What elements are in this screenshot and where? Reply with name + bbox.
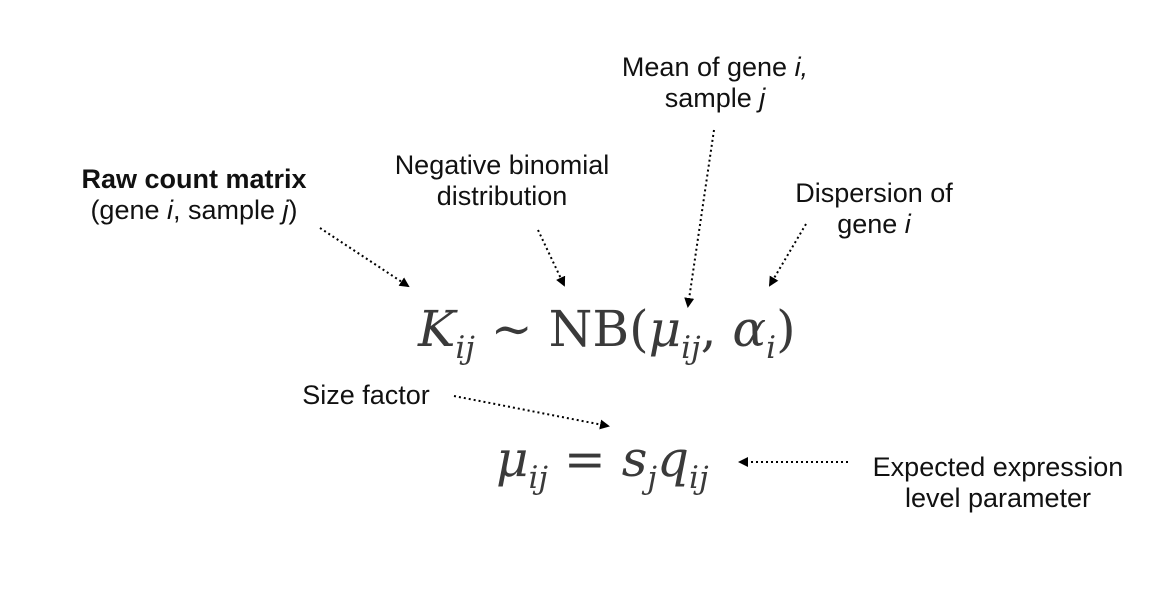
equals-symbol: = [548, 430, 622, 488]
mean-label: Mean of gene i, sample j [621, 52, 809, 113]
k-symbol: K [418, 300, 456, 358]
s-subscript: j [647, 459, 658, 496]
nb-symbol: NB( [548, 300, 649, 358]
raw-count-label: Raw count matrix (gene i, sample j) [56, 164, 332, 226]
alpha-subscript: i [766, 329, 777, 366]
raw-count-subtitle: (gene i, sample j) [90, 195, 298, 225]
alpha-symbol: α [732, 300, 767, 358]
mu-subscript: ij [681, 329, 701, 366]
mean-equation: μij = sjqij [496, 430, 709, 493]
mu-symbol: μ [648, 300, 682, 358]
mu-subscript: ij [528, 459, 549, 496]
mu-symbol: μ [496, 430, 529, 488]
tilde-symbol: ∼ [474, 300, 549, 358]
size-factor-arrow [453, 395, 610, 430]
negative-binomial-equation: Kij ∼ NB(μij, αi) [418, 300, 796, 366]
k-subscript: ij [455, 329, 475, 366]
raw-count-arrow [319, 227, 410, 288]
dispersion-label: Dispersion of gene i [795, 178, 953, 239]
s-symbol: s [621, 430, 648, 488]
size-factor-label: Size factor [302, 380, 430, 410]
q-symbol: q [657, 430, 690, 488]
q-subscript: ij [689, 459, 709, 496]
raw-count-title: Raw count matrix [81, 164, 307, 194]
dispersion-arrow [768, 223, 807, 287]
neg-binomial-arrow [537, 229, 566, 287]
neg-binomial-label: Negative binomial distribution [394, 150, 610, 211]
expected-expression-label: Expected expression level parameter [872, 452, 1124, 513]
mean-arrow [684, 129, 715, 308]
